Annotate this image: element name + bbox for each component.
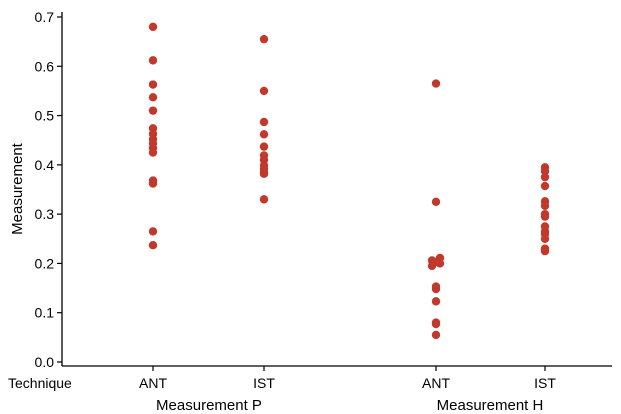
y-tick-label: 0.0	[35, 354, 55, 370]
data-points	[148, 22, 550, 340]
data-point	[259, 142, 269, 151]
x-tick-label: ANT	[422, 375, 450, 391]
data-point	[148, 93, 158, 102]
y-tick-label: 0.6	[35, 58, 55, 74]
data-point	[435, 259, 445, 268]
data-point	[148, 148, 158, 157]
data-point	[148, 80, 158, 89]
data-point	[148, 106, 158, 115]
data-point	[148, 56, 158, 65]
y-tick-label: 0.3	[35, 206, 55, 222]
data-point	[540, 212, 550, 221]
y-tick-label: 0.4	[35, 157, 55, 173]
data-point	[148, 179, 158, 188]
data-point	[431, 284, 441, 294]
data-point	[431, 319, 441, 329]
data-point	[431, 330, 441, 340]
x-tick-label: IST	[253, 375, 275, 391]
group-label: Measurement P	[156, 397, 262, 414]
data-point	[540, 201, 550, 210]
data-point	[431, 297, 441, 306]
y-tick-label: 0.5	[35, 108, 55, 124]
group-label: Measurement H	[437, 397, 544, 414]
data-point	[148, 227, 158, 236]
y-tick-label: 0.7	[35, 9, 55, 25]
data-point	[431, 79, 441, 88]
y-axis: 0.0 0.1 0.2 0.3 0.4 0.5 0.6 0.7	[35, 9, 63, 370]
x-axis: ANT IST Measurement P ANT IST Measurement H	[62, 365, 612, 414]
data-point	[540, 234, 550, 243]
data-point	[431, 197, 441, 207]
data-point	[540, 172, 550, 182]
x-tick-label: IST	[534, 375, 556, 391]
y-tick-label: 0.2	[35, 255, 55, 271]
data-point	[259, 34, 269, 44]
data-point	[259, 86, 269, 96]
data-point	[427, 261, 437, 271]
technique-row-label: Technique	[8, 375, 72, 391]
data-point	[259, 195, 269, 204]
data-point	[259, 130, 269, 139]
data-point	[259, 169, 269, 178]
y-tick-label: 0.1	[35, 305, 55, 321]
data-point	[540, 181, 550, 191]
data-point	[259, 117, 269, 127]
y-axis-title: Measurement	[9, 142, 26, 235]
data-point	[148, 22, 158, 32]
x-tick-label: ANT	[139, 375, 167, 391]
data-point	[540, 167, 550, 176]
data-point	[148, 240, 158, 250]
data-point	[540, 246, 550, 256]
